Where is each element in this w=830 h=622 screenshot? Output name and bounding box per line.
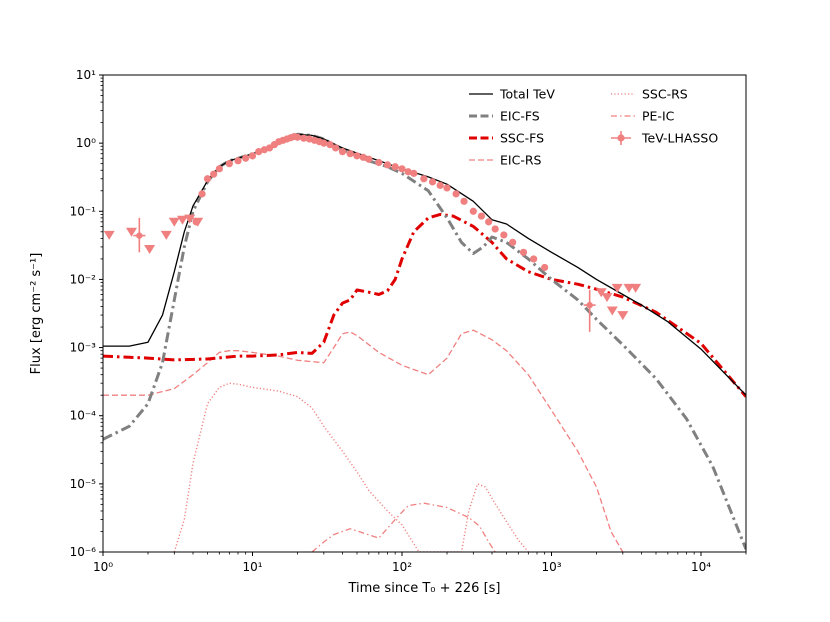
y-tick-label: 10⁻⁴	[70, 409, 97, 423]
plot-frame	[102, 74, 747, 553]
lhasso-data-point	[365, 155, 373, 163]
legend-label-total-tev: Total TeV	[499, 87, 555, 102]
legend-item-ssc-fs: SSC-FS	[469, 131, 544, 146]
legend-label-ssc-fs: SSC-FS	[500, 131, 544, 146]
lhasso-data-point	[404, 168, 412, 176]
lhasso-data-point	[530, 255, 538, 263]
lhasso-upper-limit	[126, 227, 137, 237]
lhasso-data-point	[428, 178, 437, 186]
lhasso-data-point	[242, 154, 250, 162]
lhasso-data-point	[293, 133, 302, 141]
lhasso-data-point	[541, 263, 549, 272]
y-tick-label: 10⁻¹	[70, 204, 97, 218]
lhasso-upper-limit	[606, 306, 618, 316]
series-line-pe-ic	[311, 502, 496, 552]
legend-label-ssc-rs: SSC-RS	[642, 87, 688, 102]
y-tick-label: 10¹	[76, 68, 96, 82]
lhasso-upper-limit	[611, 283, 623, 293]
plot-background	[103, 75, 746, 552]
lhasso-upper-limit	[160, 230, 172, 240]
lhasso-data-point	[198, 190, 206, 198]
y-tick-label: 10⁻⁶	[70, 545, 97, 559]
lhasso-data-point	[452, 190, 460, 198]
lhasso-data-point	[353, 152, 361, 160]
legend: Total TeV EIC-FS SSC-FS EIC-RS SSC-RS PE-IC Te…	[469, 87, 718, 168]
legend-label-eic-rs: EIC-RS	[500, 153, 542, 168]
lhasso-data-point	[410, 169, 418, 177]
lhasso-data-point	[469, 207, 477, 215]
lhasso-upper-limit	[617, 311, 629, 321]
series-line-eic-rs	[103, 329, 624, 552]
legend-label-tev-lhasso: TeV-LHASSO	[641, 131, 718, 146]
x-axis-title: Time since T₀ + 226 [s]	[347, 581, 500, 596]
series-line-ssc-fs	[103, 212, 746, 398]
lhasso-data-point	[210, 170, 218, 178]
lhasso-upper-limit	[168, 217, 180, 227]
lhasso-data-point	[485, 218, 493, 226]
lhasso-data-point	[398, 165, 406, 173]
x-tick-label: 10³	[541, 560, 561, 574]
lhasso-error-point	[136, 232, 143, 239]
lhasso-data-point	[203, 175, 212, 183]
lhasso-data-point	[300, 134, 308, 142]
lhasso-data-point	[332, 144, 340, 152]
lhasso-data-point	[383, 161, 392, 169]
lhasso-data-point	[375, 158, 383, 167]
lhasso-data-point	[225, 160, 233, 168]
lhasso-upper-limit	[192, 217, 204, 227]
lhasso-data-point	[491, 225, 499, 233]
lhasso-upper-limit	[103, 230, 115, 240]
y-tick-label: 10⁻²	[70, 272, 97, 286]
legend-item-ssc-rs: SSC-RS	[611, 87, 688, 102]
legend-swatch-marker	[617, 134, 625, 142]
y-tick-label: 10⁰	[76, 136, 96, 150]
y-axis-title: Flux [erg cm⁻² s⁻¹]	[29, 253, 44, 375]
axes: 10⁰ 10¹ 10² 10³ 10⁴ 10⁻⁶ 10⁻⁵ 10⁻⁴ 10⁻³ 10⁻² 10⁻¹ 1…	[70, 68, 747, 574]
lhasso-upper-limit	[144, 245, 156, 254]
lhasso-data-point	[234, 157, 242, 165]
lhasso-data-point	[255, 148, 263, 156]
x-tick-label: 10²	[392, 560, 412, 574]
lhasso-data-point	[320, 139, 328, 147]
x-tick-label: 10¹	[242, 560, 262, 574]
lhasso-data-point	[326, 141, 334, 149]
lhasso-data-point	[460, 197, 468, 205]
lhasso-data-point	[436, 181, 444, 189]
lhasso-data-point	[477, 212, 486, 220]
legend-label-pe-ic: PE-IC	[642, 109, 675, 124]
legend-item-total-tev: Total TeV	[469, 87, 555, 102]
lhasso-data-point	[391, 163, 399, 171]
lhasso-upper-limit	[595, 288, 607, 298]
legend-item-eic-fs: EIC-FS	[469, 109, 540, 124]
legend-item-tev-lhasso: TeV-LHASSO	[611, 131, 718, 146]
lhasso-data-point	[509, 238, 517, 246]
lhasso-data-point	[359, 153, 367, 161]
lhasso-error-point	[586, 301, 593, 309]
lhasso-upper-limit	[601, 293, 613, 303]
lhasso-data-point	[215, 165, 223, 173]
x-tick-label: 10⁰	[93, 560, 113, 574]
lhasso-upper-limit	[630, 283, 642, 293]
x-tick-label: 10⁴	[691, 560, 711, 574]
lhasso-data-point	[338, 148, 347, 156]
legend-label-eic-fs: EIC-FS	[500, 109, 540, 124]
lhasso-data-point	[519, 248, 528, 256]
lhasso-data-point	[346, 150, 354, 158]
lhasso-data-point	[500, 231, 508, 239]
lhasso-data-point	[420, 175, 428, 183]
legend-item-pe-ic: PE-IC	[611, 109, 675, 124]
y-tick-label: 10⁻⁵	[70, 477, 97, 491]
legend-item-eic-rs: EIC-RS	[469, 153, 542, 168]
y-tick-label: 10⁻³	[70, 341, 97, 355]
lhasso-data-point	[248, 152, 257, 160]
lhasso-upper-limit	[184, 214, 196, 224]
lhasso-upper-limit	[177, 215, 188, 225]
lhasso-data-point	[443, 184, 451, 192]
observation-markers	[103, 132, 642, 332]
